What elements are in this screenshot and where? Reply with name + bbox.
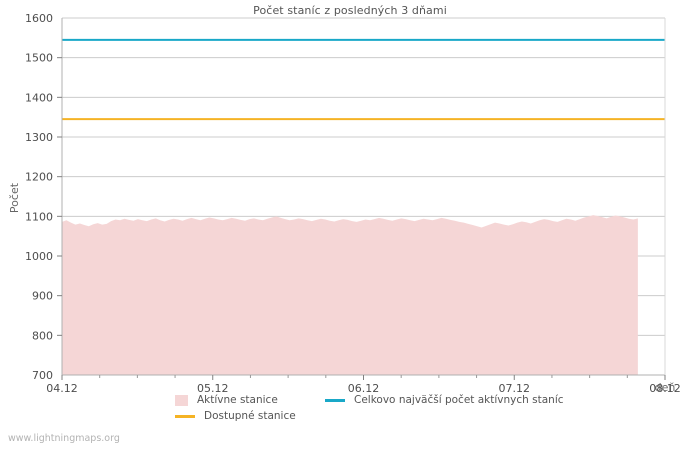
legend-row-2: Dostupné stanice xyxy=(175,408,635,424)
legend-label-available-stations: Dostupné stanice xyxy=(204,410,296,422)
area-swatch-icon xyxy=(175,394,188,406)
y-tick-label: 1400 xyxy=(25,91,53,104)
chart-legend: Aktívne stanice Celkovo najväčší počet a… xyxy=(175,392,635,424)
y-tick-label: 1200 xyxy=(25,171,53,184)
chart-title: Počet staníc z posledných 3 dňami xyxy=(253,4,447,17)
legend-row-1: Aktívne stanice Celkovo najväčší počet a… xyxy=(175,392,635,408)
x-tick-label: 04.12 xyxy=(46,382,78,395)
y-axis-ticks: 1600 1500 1400 1300 1200 1100 1000 900 800 700 xyxy=(25,12,62,382)
legend-item-active-stations[interactable]: Aktívne stanice xyxy=(175,392,325,408)
x-tick-label: 05.12 xyxy=(197,382,229,395)
x-tick-label: 08.12 xyxy=(649,382,681,395)
x-axis-title: deň xyxy=(655,381,676,394)
watermark: www.lightningmaps.org xyxy=(8,433,120,444)
legend-label-active-stations: Aktívne stanice xyxy=(197,394,278,406)
y-tick-label: 800 xyxy=(32,329,53,342)
threshold-lines-group xyxy=(62,38,665,121)
x-tick-label: 07.12 xyxy=(499,382,531,395)
y-tick-label: 1000 xyxy=(25,250,53,263)
line-swatch-orange-icon xyxy=(175,414,195,418)
y-tick-label: 1100 xyxy=(25,210,53,223)
x-tick-label: 06.12 xyxy=(348,382,380,395)
x-axis-ticks: 04.12 05.12 06.12 07.12 08.12 xyxy=(46,375,681,395)
area-path xyxy=(62,215,638,375)
legend-item-max-active-stations[interactable]: Celkovo najväčší počet aktívnych staníc xyxy=(325,392,625,408)
y-tick-label: 1500 xyxy=(25,52,53,65)
legend-item-available-stations[interactable]: Dostupné stanice xyxy=(175,408,325,424)
active-stations-area xyxy=(62,215,638,375)
y-tick-label: 900 xyxy=(32,290,53,303)
y-tick-label: 1300 xyxy=(25,131,53,144)
line-swatch-cyan-icon xyxy=(325,398,345,402)
y-tick-label: 700 xyxy=(32,369,53,382)
y-tick-label: 1600 xyxy=(25,12,53,25)
y-axis-title: Počet xyxy=(8,182,21,213)
legend-label-max-active-stations: Celkovo najväčší počet aktívnych staníc xyxy=(354,394,564,406)
